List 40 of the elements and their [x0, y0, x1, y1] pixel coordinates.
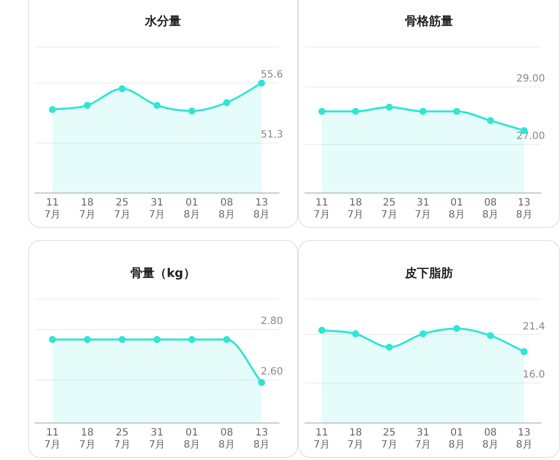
x-tick-label: 11 7月: [44, 428, 61, 451]
chart-title: 水分量: [144, 13, 182, 30]
x-tick-label: 13 8月: [516, 198, 532, 221]
chart-title: 皮下脂肪: [404, 265, 454, 282]
y-tick-label: 27.00: [516, 130, 545, 142]
x-tick-label: 31 7月: [148, 198, 166, 221]
x-tick-label: 08 8月: [482, 198, 499, 221]
x-tick-label: 13 8月: [253, 198, 270, 221]
x-tick-label: 18 7月: [347, 198, 364, 221]
x-tick-label: 08 8月: [482, 428, 499, 451]
x-tick-label: 08 8月: [218, 198, 235, 221]
x-tick-label: 31 7月: [414, 198, 432, 221]
x-tick-label: 08 8月: [218, 428, 235, 451]
x-tick-label: 01 8月: [184, 198, 200, 221]
y-tick-label: 21.4: [522, 321, 545, 332]
y-tick-label: 55.6: [260, 70, 283, 81]
x-tick-label: 01 8月: [448, 428, 465, 451]
chart-title: 骨量（kg）: [130, 265, 196, 282]
x-tick-label: 01 8月: [448, 198, 465, 221]
y-tick-label: 29.00: [516, 74, 545, 85]
x-tick-label: 11 7月: [44, 198, 61, 221]
x-tick-label: 13 8月: [516, 428, 532, 451]
y-tick-label: 51.3: [260, 130, 283, 141]
x-tick-label: 31 7月: [148, 428, 166, 451]
y-tick-label: 2.60: [260, 366, 283, 378]
x-tick-label: 13 8月: [253, 428, 270, 451]
x-tick-label: 25 7月: [381, 428, 398, 451]
x-tick-label: 25 7月: [114, 428, 130, 451]
x-tick-label: 18 7月: [79, 428, 96, 451]
x-tick-label: 18 7月: [79, 198, 96, 221]
x-tick-label: 25 7月: [114, 198, 130, 221]
x-tick-label: 11 7月: [314, 428, 330, 451]
x-tick-label: 31 7月: [414, 428, 432, 451]
x-tick-label: 18 7月: [347, 428, 364, 451]
x-tick-label: 01 8月: [184, 428, 200, 451]
y-tick-label: 16.0: [522, 369, 545, 380]
y-tick-label: 2.80: [260, 316, 283, 327]
x-tick-label: 25 7月: [381, 198, 398, 221]
x-tick-label: 11 7月: [314, 198, 330, 221]
chart-title: 骨格筋量: [404, 13, 454, 30]
